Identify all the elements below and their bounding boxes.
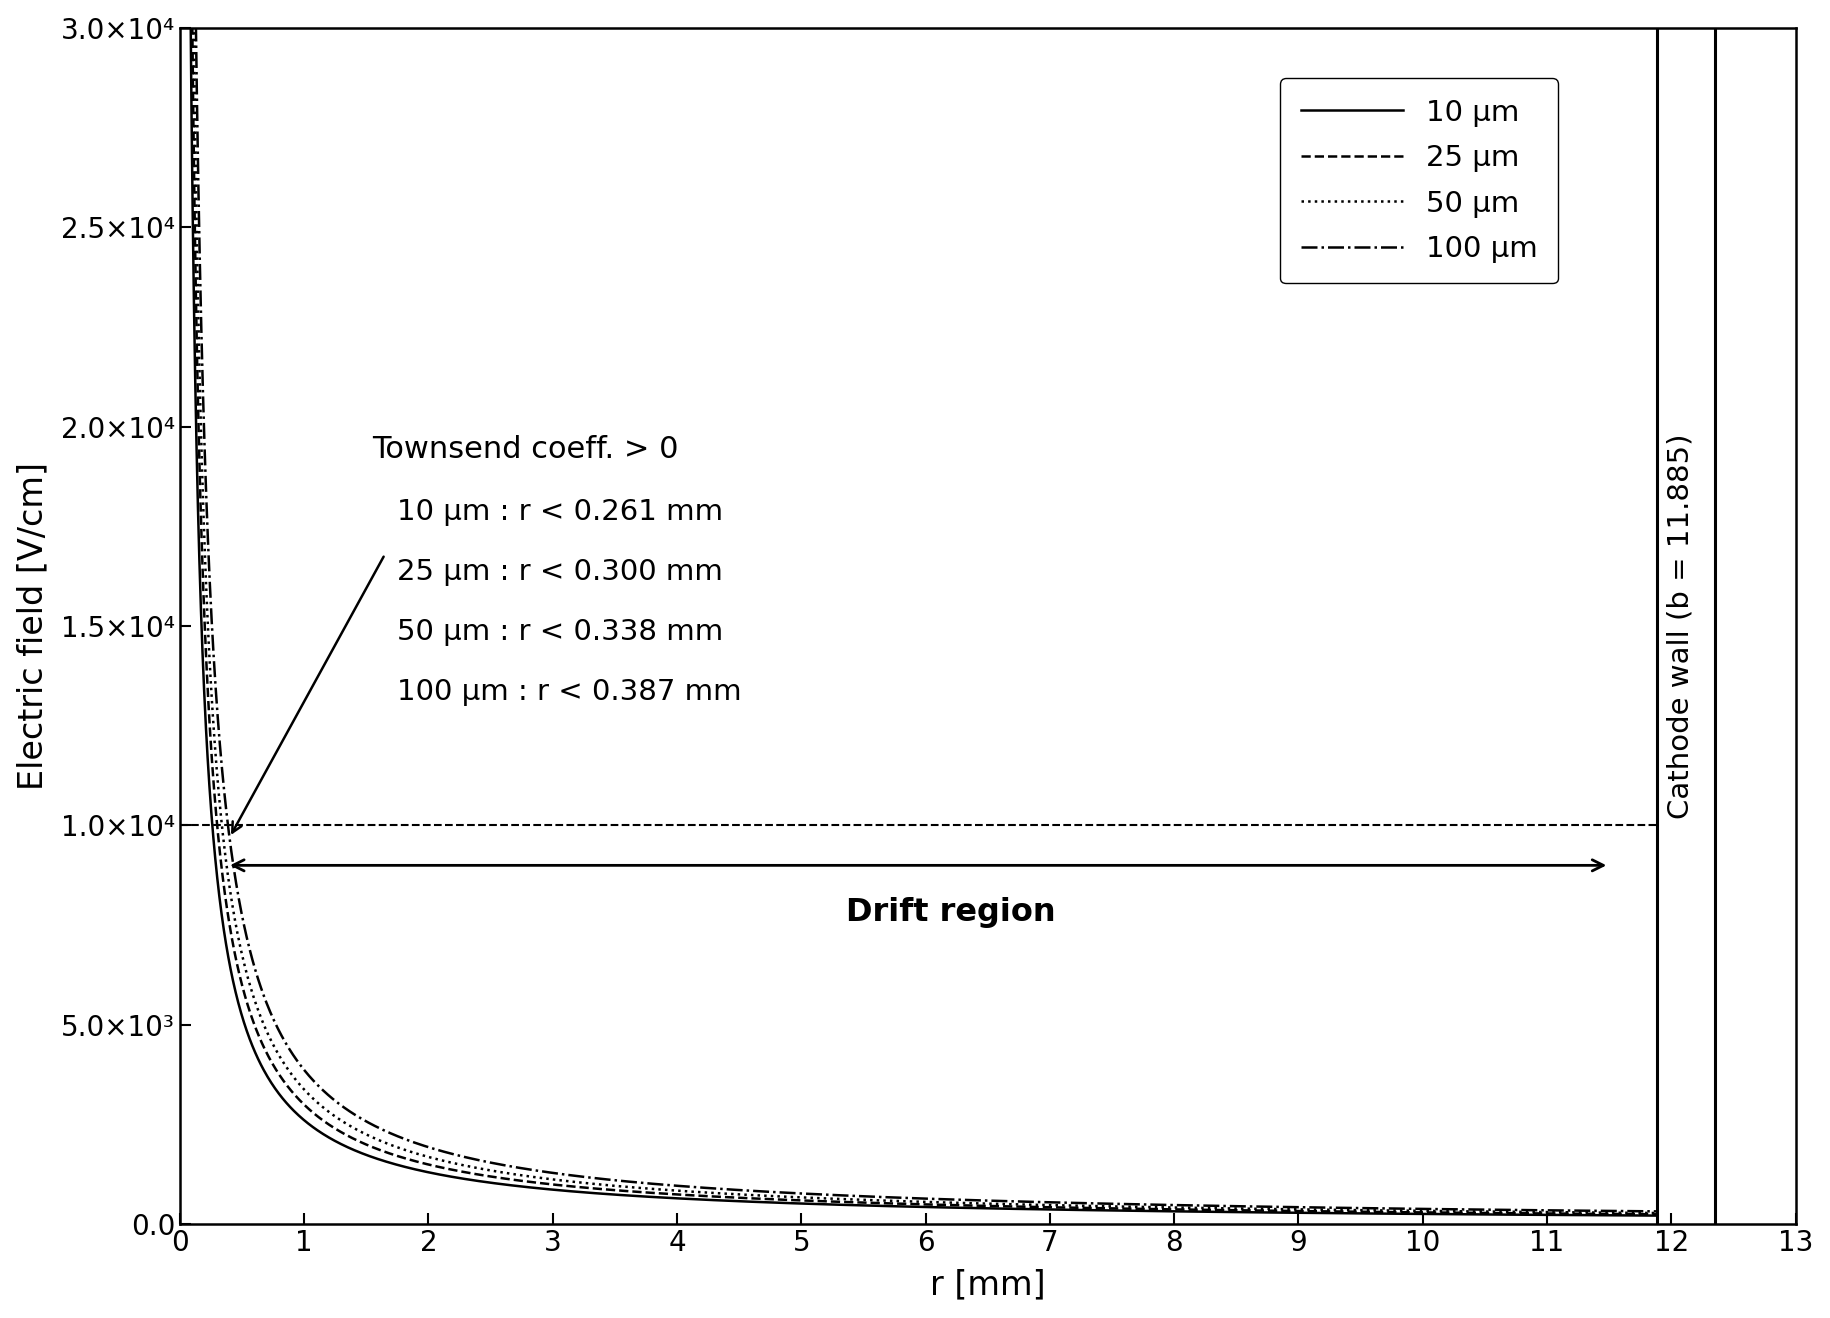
100 μm	[1244, 1198, 1266, 1214]
25 μm	[626, 1184, 648, 1199]
100 μm	[1645, 1203, 1667, 1219]
25 μm	[1590, 1206, 1612, 1222]
50 μm	[677, 1184, 699, 1199]
Legend: 10 μm, 25 μm, 50 μm, 100 μm: 10 μm, 25 μm, 50 μm, 100 μm	[1281, 78, 1557, 283]
50 μm	[1645, 1205, 1667, 1220]
Text: Cathode wall (b = 11.885): Cathode wall (b = 11.885)	[1665, 434, 1695, 818]
Text: 100 μm : r < 0.387 mm: 100 μm : r < 0.387 mm	[397, 677, 741, 706]
100 μm	[1590, 1203, 1612, 1219]
10 μm	[677, 1191, 699, 1207]
Text: 10 μm : r < 0.261 mm: 10 μm : r < 0.261 mm	[397, 498, 723, 526]
50 μm	[1590, 1205, 1612, 1220]
25 μm	[1590, 1206, 1612, 1222]
Y-axis label: Electric field [V/cm]: Electric field [V/cm]	[16, 463, 49, 789]
Text: Townsend coeff. > 0: Townsend coeff. > 0	[373, 435, 679, 464]
100 μm	[187, 105, 209, 121]
50 μm	[626, 1180, 648, 1195]
50 μm	[1244, 1201, 1266, 1217]
100 μm	[626, 1174, 648, 1190]
Text: 50 μm : r < 0.338 mm: 50 μm : r < 0.338 mm	[397, 618, 723, 646]
25 μm	[1645, 1206, 1667, 1222]
Line: 100 μm: 100 μm	[192, 0, 1656, 1211]
50 μm	[1590, 1205, 1612, 1220]
Line: 10 μm: 10 μm	[181, 0, 1656, 1215]
Text: Drift region: Drift region	[845, 898, 1056, 928]
10 μm	[1244, 1205, 1266, 1220]
25 μm	[677, 1188, 699, 1203]
Line: 25 μm: 25 μm	[183, 0, 1656, 1214]
10 μm	[626, 1188, 648, 1203]
100 μm	[677, 1178, 699, 1194]
25 μm	[1244, 1202, 1266, 1218]
100 μm	[1590, 1203, 1612, 1219]
Line: 50 μm: 50 μm	[187, 0, 1656, 1213]
10 μm	[1645, 1207, 1667, 1223]
X-axis label: r [mm]: r [mm]	[930, 1268, 1045, 1301]
10 μm	[1590, 1207, 1612, 1223]
10 μm	[1590, 1207, 1612, 1223]
Text: 25 μm : r < 0.300 mm: 25 μm : r < 0.300 mm	[397, 559, 723, 587]
